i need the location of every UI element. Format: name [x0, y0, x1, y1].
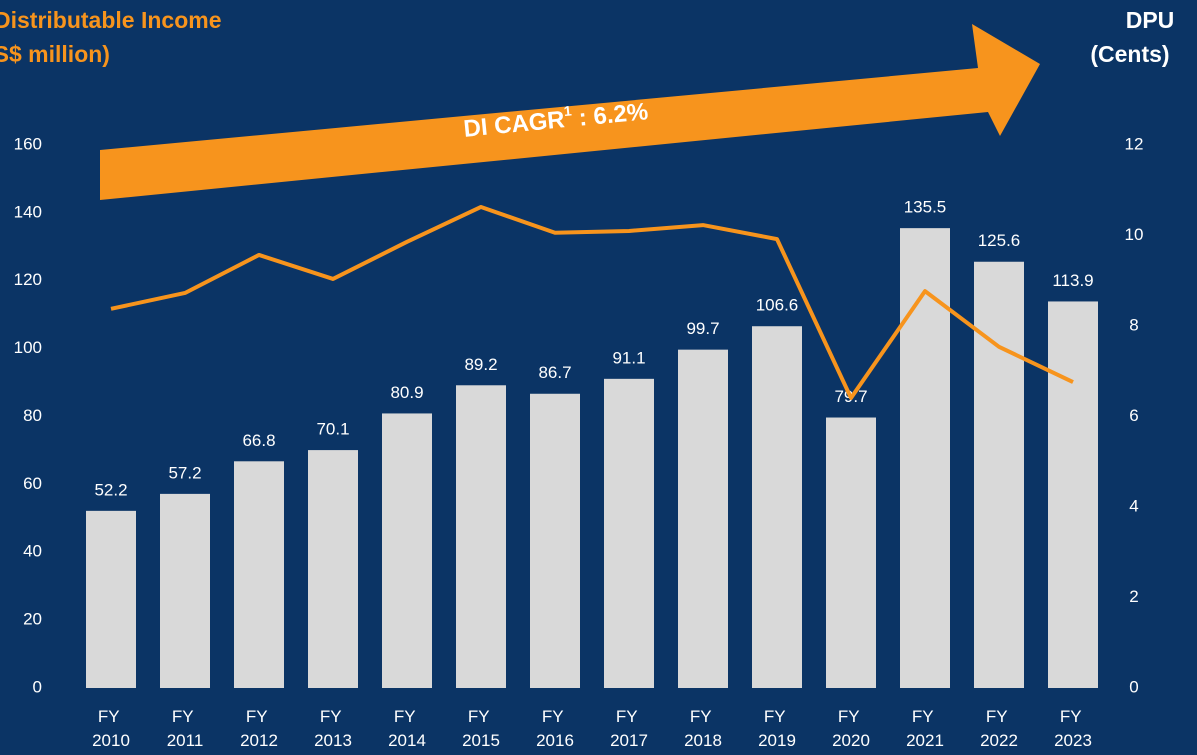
bar — [678, 349, 728, 688]
arrow — [100, 24, 1040, 200]
bar — [382, 413, 432, 688]
bar — [86, 510, 136, 688]
bar — [1048, 301, 1098, 688]
data-label: 113.9 — [1052, 271, 1093, 290]
bar — [974, 261, 1024, 688]
y2-title: (Cents) — [1090, 41, 1169, 67]
data-label: 52.2 — [94, 480, 127, 499]
y-tick-label: 80 — [23, 406, 42, 425]
data-label: 66.8 — [242, 431, 275, 450]
x-tick-label: FY 2023 — [1054, 707, 1092, 750]
y-tick-label: 120 — [14, 270, 42, 289]
data-label: 106.6 — [756, 296, 799, 315]
bar — [752, 326, 802, 688]
y-tick-label: 160 — [14, 134, 42, 153]
data-label: 70.1 — [316, 420, 349, 439]
y2-tick-label: 0 — [1129, 677, 1138, 696]
bar — [456, 385, 506, 688]
y-tick-label: 40 — [23, 542, 42, 561]
y-tick-label: 100 — [14, 338, 42, 357]
y2-tick-label: 10 — [1125, 225, 1144, 244]
data-label: 80.9 — [390, 383, 423, 402]
bar — [308, 450, 358, 688]
chart-title: Distributable Income — [0, 7, 221, 33]
bar — [604, 378, 654, 688]
x-tick-label: FY 2015 — [462, 707, 500, 750]
data-label: 125.6 — [978, 231, 1021, 250]
y2-tick-label: 8 — [1129, 315, 1138, 334]
data-label: 57.2 — [168, 463, 201, 482]
chart-title: (S$ million) — [0, 41, 110, 67]
data-label: 89.2 — [464, 355, 497, 374]
x-tick-label: FY 2019 — [758, 707, 796, 750]
data-label: 99.7 — [686, 319, 719, 338]
line — [110, 204, 1074, 400]
y2-title: DPU — [1126, 7, 1175, 33]
annotation-sup: 1 — [563, 102, 572, 119]
bar — [160, 493, 210, 688]
data-label: 135.5 — [904, 198, 947, 217]
bar — [234, 461, 284, 688]
y2-tick-label: 12 — [1125, 134, 1144, 153]
x-tick-label: FY 2017 — [610, 707, 648, 750]
bar — [900, 228, 950, 688]
x-tick-label: FY 2018 — [684, 707, 722, 750]
y2-tick-label: 4 — [1129, 496, 1138, 515]
y-tick-label: 140 — [14, 202, 42, 221]
y-tick-label: 20 — [23, 610, 42, 629]
x-tick-label: FY 2012 — [240, 707, 278, 750]
x-tick-label: FY 2011 — [167, 707, 204, 750]
y2-tick-label: 2 — [1129, 587, 1138, 606]
y2-tick-label: 6 — [1129, 406, 1138, 425]
x-tick-label: FY 2022 — [980, 707, 1018, 750]
data-label: 91.1 — [612, 348, 645, 367]
data-label: 86.7 — [538, 363, 571, 382]
x-tick-label: FY 2021 — [906, 707, 944, 750]
y-tick-label: 60 — [23, 474, 42, 493]
x-tick-label: FY 2014 — [388, 707, 426, 750]
bar — [826, 417, 876, 688]
bar — [530, 393, 580, 688]
x-tick-label: FY 2020 — [832, 707, 870, 750]
y-tick-label: 0 — [33, 677, 42, 696]
x-tick-label: FY 2010 — [92, 707, 130, 750]
x-tick-label: FY 2016 — [536, 707, 574, 750]
x-tick-label: FY 2013 — [314, 707, 352, 750]
